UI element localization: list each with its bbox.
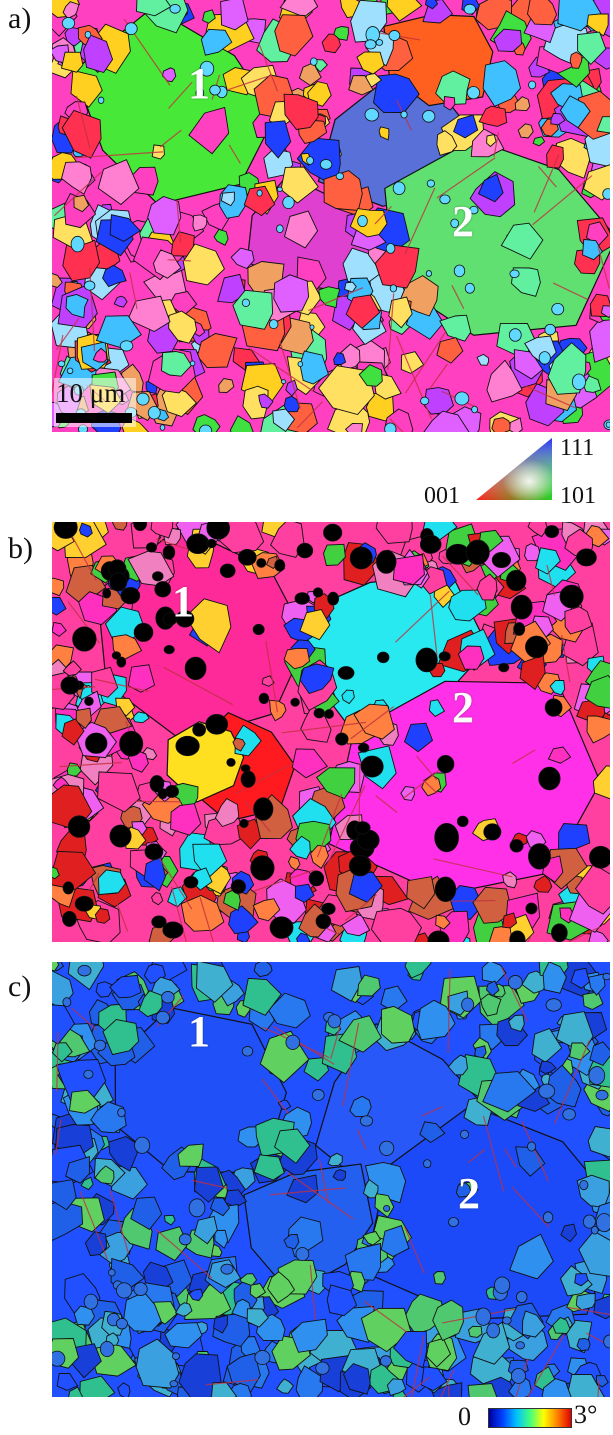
grain-label-b-2: 2 bbox=[452, 683, 474, 732]
panel-label-c: c) bbox=[8, 970, 32, 1003]
grain-label-b-1: 1 bbox=[172, 577, 194, 626]
ipf-label-101: 101 bbox=[560, 483, 596, 509]
panel-label-a: a) bbox=[8, 2, 32, 35]
kam-label-min: 0 bbox=[458, 1402, 471, 1431]
scale-bar-label: 10 μm bbox=[56, 378, 126, 408]
scale-bar-line bbox=[56, 413, 132, 423]
grain-label-c-1: 1 bbox=[188, 1007, 210, 1056]
kam-colorbar bbox=[488, 1408, 572, 1428]
grain-label-a-1: 1 bbox=[188, 59, 210, 108]
grain-label-a-2: 2 bbox=[452, 197, 474, 246]
ipf-map-a bbox=[52, 0, 610, 432]
scale-bar: 10 μm bbox=[54, 378, 136, 427]
ipf-label-111: 111 bbox=[560, 435, 595, 461]
ipf-label-001: 001 bbox=[424, 483, 460, 509]
kam-label-max: 3° bbox=[574, 1400, 598, 1429]
grain-label-c-2: 2 bbox=[458, 1169, 480, 1218]
ipf-triangle-legend bbox=[470, 434, 600, 504]
kam-map-c bbox=[52, 962, 610, 1397]
ipf-map-b bbox=[52, 522, 610, 942]
panel-label-b: b) bbox=[8, 532, 33, 565]
